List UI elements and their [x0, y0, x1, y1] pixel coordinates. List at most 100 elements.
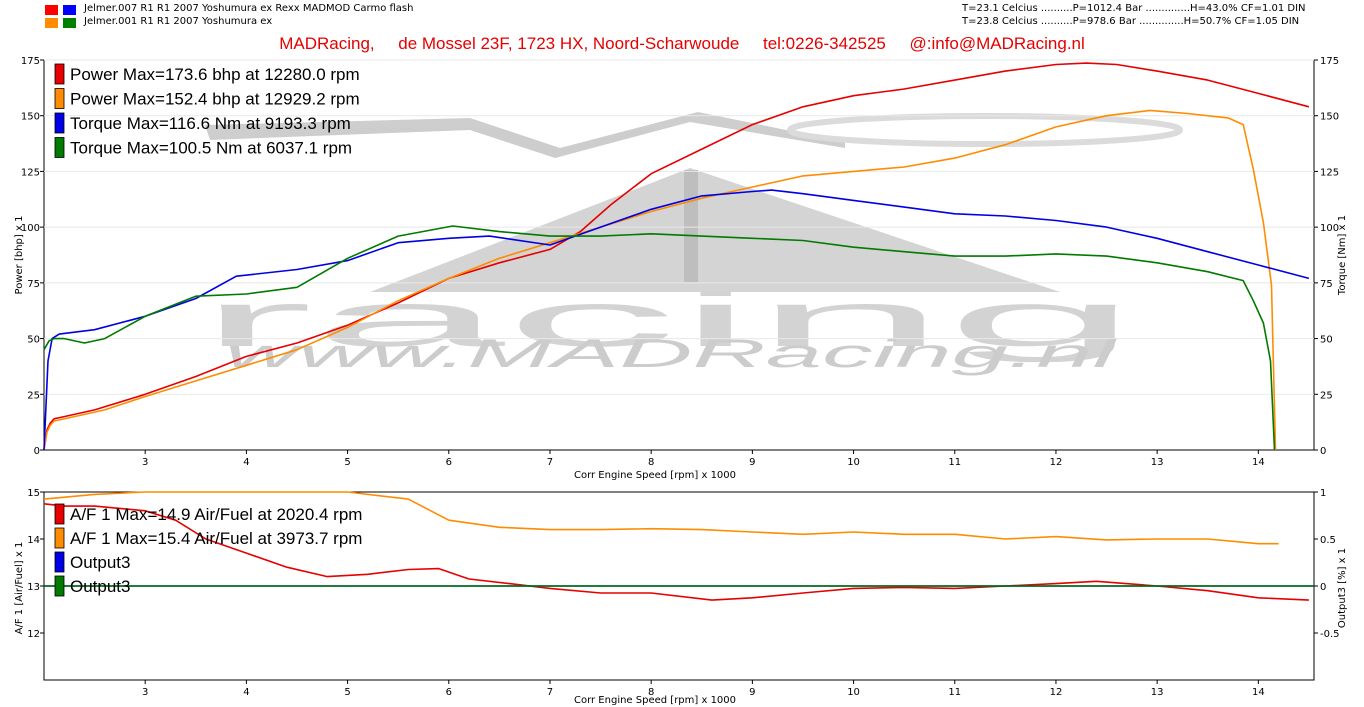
- x-tick-label: 4: [243, 457, 249, 468]
- y-tick-label: 0: [34, 446, 40, 457]
- top-series-line-2: [43, 189, 1310, 451]
- y-tick-label: 14: [27, 535, 40, 546]
- y2-tick-label: 1: [1320, 488, 1326, 499]
- x-tick-label: 4: [243, 687, 249, 698]
- run2-label: Jelmer.001 R1 R1 2007 Yoshumura ex: [84, 16, 273, 27]
- x-tick-label: 5: [344, 457, 350, 468]
- x-tick-label: 11: [948, 457, 961, 468]
- legend-label: Output3: [70, 577, 131, 596]
- y-tick-label: 100: [21, 223, 40, 234]
- legend-swatch: [54, 527, 65, 549]
- legend-swatch: [54, 112, 65, 134]
- top-plot: 3 4 5 6 7 8 9 10 11 12 13 14 0 25 50 75 100 125 150 175 0 25 5…: [14, 56, 1348, 481]
- watermark-logo-mast: [684, 170, 698, 282]
- top-series: [43, 62, 1310, 451]
- legend-swatch: [54, 575, 65, 597]
- bottom-plot: 3 4 5 6 7 8 9 10 11 12 13 14 12 13 14 15 -0.5 0 0.5 1 A/F 1…: [14, 488, 1348, 706]
- y-tick-label: 125: [21, 167, 40, 178]
- run1-blue-swatch: [63, 5, 76, 15]
- y2-tick-label: 150: [1320, 112, 1339, 123]
- legend-label: Torque Max=116.6 Nm at 9193.3 rpm: [70, 114, 351, 133]
- x-tick-label: 7: [547, 457, 553, 468]
- run2-green-swatch: [63, 18, 76, 28]
- x-tick-label: 3: [142, 687, 148, 698]
- x-tick-label: 7: [547, 687, 553, 698]
- legend-label: Output3: [70, 553, 131, 572]
- bottom-legend: A/F 1 Max=14.9 Air/Fuel at 2020.4 rpm A/F…: [54, 503, 362, 597]
- y-tick-label: 13: [27, 582, 40, 593]
- y2-tick-label: 100: [1320, 223, 1339, 234]
- legend-label: A/F 1 Max=15.4 Air/Fuel at 3973.7 rpm: [70, 529, 362, 548]
- y-tick-label: 75: [27, 279, 40, 290]
- bottom-ticks: 3 4 5 6 7 8 9 10 11 12 13 14 12 13 14 15 -0.5 0 0.5 1: [27, 488, 1339, 698]
- x-tick-label: 3: [142, 457, 148, 468]
- run1-conditions: T=23.1 Celcius ..........P=1012.4 Bar ..…: [962, 3, 1306, 14]
- legend-label: Torque Max=100.5 Nm at 6037.1 rpm: [70, 139, 352, 158]
- y2-tick-label: 0.5: [1320, 535, 1336, 546]
- x-tick-label: 11: [948, 687, 961, 698]
- contact-line: MADRacing, de Mossel 23F, 1723 HX, Noord…: [279, 34, 1085, 53]
- legend-swatch: [54, 503, 65, 525]
- x-tick-label: 9: [749, 687, 755, 698]
- x-tick-label: 5: [344, 687, 350, 698]
- bottom-y2label: Output3 [%] x 1: [1337, 548, 1348, 628]
- run1-label: Jelmer.007 R1 R1 2007 Yoshumura ex Rexx …: [84, 3, 414, 14]
- bot-series-line-1: [43, 491, 1279, 545]
- x-tick-label: 8: [648, 457, 654, 468]
- x-tick-label: 9: [749, 457, 755, 468]
- top-series-line-0: [43, 62, 1310, 451]
- y-tick-label: 175: [21, 56, 40, 67]
- y-tick-label: 50: [27, 335, 40, 346]
- bot-series-line-0: [43, 503, 1309, 601]
- x-tick-label: 13: [1151, 687, 1164, 698]
- bottom-series: [43, 491, 1314, 601]
- run2-conditions: T=23.8 Celcius ..........P=978.6 Bar ...…: [962, 16, 1300, 27]
- bottom-ylabel: A/F 1 [Air/Fuel] x 1: [14, 542, 25, 635]
- watermark: racing www.MADRacing.nl: [198, 112, 1183, 376]
- y-tick-label: 25: [27, 390, 40, 401]
- top-legend: Power Max=173.6 bhp at 12280.0 rpm Power …: [54, 63, 360, 158]
- y2-tick-label: 0: [1320, 446, 1326, 457]
- x-tick-label: 12: [1050, 457, 1063, 468]
- x-tick-label: 14: [1252, 687, 1265, 698]
- y2-tick-label: 0: [1320, 582, 1326, 593]
- y2-tick-label: 175: [1320, 56, 1339, 67]
- legend-label: Power Max=173.6 bhp at 12280.0 rpm: [70, 65, 360, 84]
- x-tick-label: 10: [847, 457, 860, 468]
- y2-tick-label: -0.5: [1320, 629, 1340, 640]
- bottom-xlabel: Corr Engine Speed [rpm] x 1000: [574, 695, 736, 706]
- x-tick-label: 13: [1151, 457, 1164, 468]
- top-series-line-1: [43, 109, 1277, 451]
- top-ticks: 3 4 5 6 7 8 9 10 11 12 13 14 0 25 50 75 100 125 150 175 0 25 5…: [21, 56, 1339, 468]
- top-ylabel: Power [bhp] x 1: [14, 216, 25, 295]
- watermark-url: www.MADRacing.nl: [225, 332, 1118, 376]
- x-tick-label: 12: [1050, 687, 1063, 698]
- watermark-logo-roof: [205, 112, 845, 158]
- legend-swatch: [54, 551, 65, 573]
- top-y2label: Torque [Nm] x 1: [1337, 215, 1348, 296]
- x-tick-label: 6: [446, 457, 452, 468]
- legend-swatch: [54, 137, 65, 158]
- x-tick-label: 10: [847, 687, 860, 698]
- y2-tick-label: 75: [1320, 279, 1333, 290]
- legend-label: A/F 1 Max=14.9 Air/Fuel at 2020.4 rpm: [70, 505, 362, 524]
- run2-orange-swatch: [45, 18, 58, 28]
- run1-red-swatch: [45, 5, 58, 15]
- watermark-word: racing: [198, 275, 1138, 363]
- y-tick-label: 15: [27, 488, 40, 499]
- top-series-line-3: [43, 225, 1276, 451]
- legend-swatch: [54, 63, 65, 85]
- legend-label: Power Max=152.4 bhp at 12929.2 rpm: [70, 90, 360, 109]
- top-xlabel: Corr Engine Speed [rpm] x 1000: [574, 470, 736, 481]
- watermark-logo-ring: [787, 113, 1183, 147]
- y2-tick-label: 50: [1320, 335, 1333, 346]
- watermark-logo-triangle: [370, 168, 1060, 292]
- y-tick-label: 150: [21, 112, 40, 123]
- x-tick-label: 14: [1252, 457, 1265, 468]
- y2-tick-label: 25: [1320, 390, 1333, 401]
- y2-tick-label: 125: [1320, 167, 1339, 178]
- x-tick-label: 8: [648, 687, 654, 698]
- x-tick-label: 6: [446, 687, 452, 698]
- legend-swatch: [54, 88, 65, 109]
